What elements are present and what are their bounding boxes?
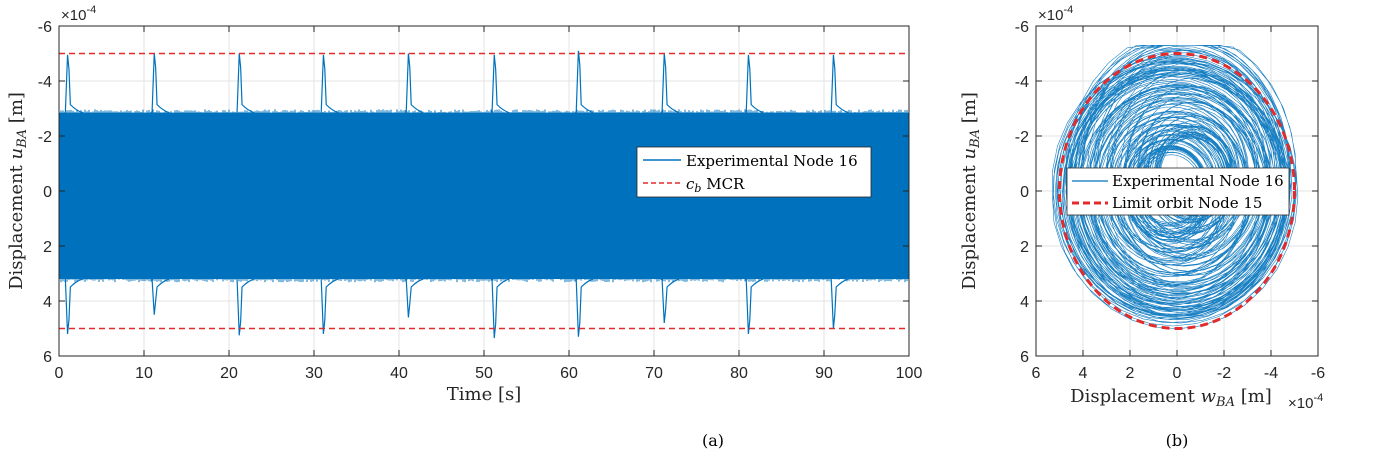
panel-b-limit-orbit xyxy=(1058,52,1296,330)
x-tick-label: 4 xyxy=(1079,365,1088,382)
y-tick-label: 2 xyxy=(43,239,52,256)
x-tick-label: 30 xyxy=(305,365,323,382)
spike-positive xyxy=(151,278,170,315)
x-tick-label: 40 xyxy=(390,365,408,382)
panel-b-x-label: Displacement wBA [m] xyxy=(1070,386,1272,410)
x-tick-label: 6 xyxy=(1032,365,1041,382)
panel-a-y-label: Displacement uBA [m] xyxy=(6,92,30,290)
spike-positive xyxy=(575,278,594,337)
legend-label-limit: Limit orbit Node 15 xyxy=(1112,194,1262,212)
spike-negative xyxy=(830,54,849,114)
panel-a-caption: (a) xyxy=(702,431,724,450)
spike-negative xyxy=(405,53,424,114)
y-tick-label: -6 xyxy=(38,19,52,36)
legend-label-experimental: Experimental Node 16 xyxy=(686,152,858,170)
y-tick-label: 0 xyxy=(1020,184,1029,201)
panel-b-y-ticks: -6 -4 -2 0 2 4 6 xyxy=(1015,19,1318,366)
panel-a-spikes xyxy=(64,50,849,339)
spike-positive xyxy=(830,278,849,329)
spike-negative xyxy=(661,53,680,114)
x-tick-label: 0 xyxy=(55,365,64,382)
panel-b-chart: 6 4 2 0 -2 -4 -6 -6 -4 -2 0 2 4 6 ×10-4 ×10-4 Displa… xyxy=(959,4,1325,450)
y-tick-label: -6 xyxy=(1015,19,1029,36)
panel-b-x-ticks: 6 4 2 0 -2 -4 -6 xyxy=(1032,26,1325,382)
spike-negative xyxy=(236,53,255,114)
x-tick-label: 80 xyxy=(730,365,748,382)
limit-orbit-line xyxy=(1058,52,1296,330)
spike-positive xyxy=(320,278,339,335)
y-tick-label: 6 xyxy=(1020,349,1029,366)
y-tick-label: 0 xyxy=(43,184,52,201)
panel-b-x-multiplier: ×10-4 xyxy=(1288,392,1323,412)
spike-negative xyxy=(491,54,510,114)
y-tick-label: -4 xyxy=(1015,74,1029,91)
x-tick-label: 100 xyxy=(896,365,923,382)
x-tick-label: -6 xyxy=(1311,365,1325,382)
x-tick-label: 0 xyxy=(1173,365,1182,382)
spike-negative xyxy=(64,54,83,114)
panel-b-caption: (b) xyxy=(1166,431,1189,450)
spike-negative xyxy=(320,54,339,114)
spike-negative xyxy=(575,50,594,114)
x-tick-label: 50 xyxy=(475,365,493,382)
panel-a-y-multiplier: ×10-4 xyxy=(61,4,96,24)
y-tick-label: -4 xyxy=(38,74,52,91)
x-tick-label: 90 xyxy=(815,365,833,382)
y-tick-label: -2 xyxy=(38,129,52,146)
panel-b-y-multiplier: ×10-4 xyxy=(1038,4,1073,24)
panel-b-legend-box xyxy=(1066,167,1290,216)
spike-positive xyxy=(661,278,680,324)
panel-a-mcr-lines xyxy=(59,52,909,330)
spike-positive xyxy=(64,278,83,335)
y-tick-label: 4 xyxy=(1020,294,1029,311)
spike-positive xyxy=(745,278,764,335)
x-tick-label: 70 xyxy=(645,365,663,382)
x-tick-label: -2 xyxy=(1217,365,1231,382)
legend-label-mcr: cb MCR xyxy=(686,175,745,195)
panel-b-legend: Experimental Node 16 Limit orbit Node 15 xyxy=(1066,167,1290,216)
x-tick-label: 10 xyxy=(135,365,153,382)
spike-negative xyxy=(151,53,170,114)
panel-a-y-ticks: -6 -4 -2 0 2 4 6 xyxy=(38,19,909,366)
legend-label-experimental-b: Experimental Node 16 xyxy=(1112,172,1284,190)
panel-a-x-label: Time [s] xyxy=(447,384,522,405)
y-tick-label: -2 xyxy=(1015,129,1029,146)
panel-a-legend-box xyxy=(636,146,872,198)
y-tick-label: 6 xyxy=(43,349,52,366)
panel-a-x-ticks: 0 10 20 30 40 50 60 70 80 90 100 xyxy=(55,26,923,382)
spike-positive xyxy=(491,278,510,339)
x-tick-label: 20 xyxy=(220,365,238,382)
y-tick-label: 4 xyxy=(43,294,52,311)
spike-positive xyxy=(405,278,424,318)
x-tick-label: 60 xyxy=(560,365,578,382)
panel-b-y-label: Displacement uBA [m] xyxy=(959,92,983,290)
panel-a-legend: Experimental Node 16 cb MCR xyxy=(636,146,872,198)
spike-negative xyxy=(745,54,764,114)
x-tick-label: 2 xyxy=(1126,365,1135,382)
spike-positive xyxy=(236,278,255,336)
x-tick-label: -4 xyxy=(1264,365,1278,382)
y-tick-label: 2 xyxy=(1020,239,1029,256)
